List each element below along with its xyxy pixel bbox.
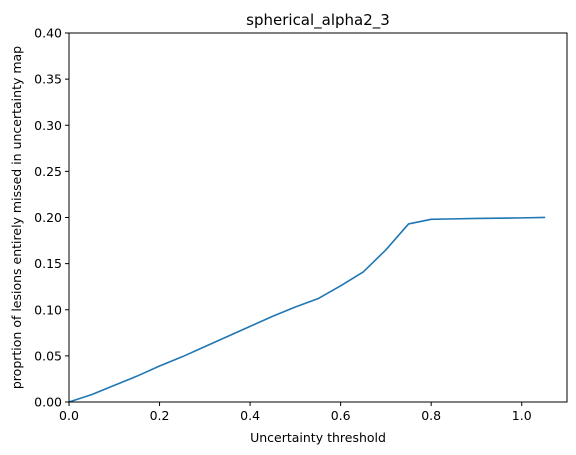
y-tick-label: 0.10	[34, 302, 62, 317]
x-tick-label: 0.6	[331, 408, 351, 423]
x-tick-label: 0.2	[150, 408, 170, 423]
y-tick-label: 0.25	[34, 164, 62, 179]
y-tick-label: 0.15	[34, 256, 62, 271]
y-tick-label: 0.30	[34, 118, 62, 133]
plot-frame	[68, 32, 568, 403]
plot-area	[67, 216, 546, 404]
y-tick-label: 0.20	[34, 210, 62, 225]
y-tick-label: 0.00	[34, 395, 62, 410]
x-tick-label: 0.4	[240, 408, 260, 423]
x-tick-label: 0.0	[59, 408, 79, 423]
x-axis: 0.0 0.2 0.4 0.6 0.8 1.0	[59, 402, 532, 423]
x-tick-label: 0.8	[421, 408, 441, 423]
x-tick-label: 1.0	[512, 408, 532, 423]
x-axis-label: Uncertainty threshold	[250, 430, 386, 445]
y-tick-label: 0.05	[34, 348, 62, 363]
y-tick-label: 0.40	[34, 26, 62, 41]
y-axis-label: proprtion of lesions entirely missed in …	[9, 46, 24, 389]
series-line	[67, 216, 546, 404]
y-tick-label: 0.35	[34, 72, 62, 87]
chart-title: spherical_alpha2_3	[246, 11, 390, 30]
y-axis: 0.00 0.05 0.10 0.15 0.20 0.25 0.30 0.35 0.40	[34, 26, 69, 410]
